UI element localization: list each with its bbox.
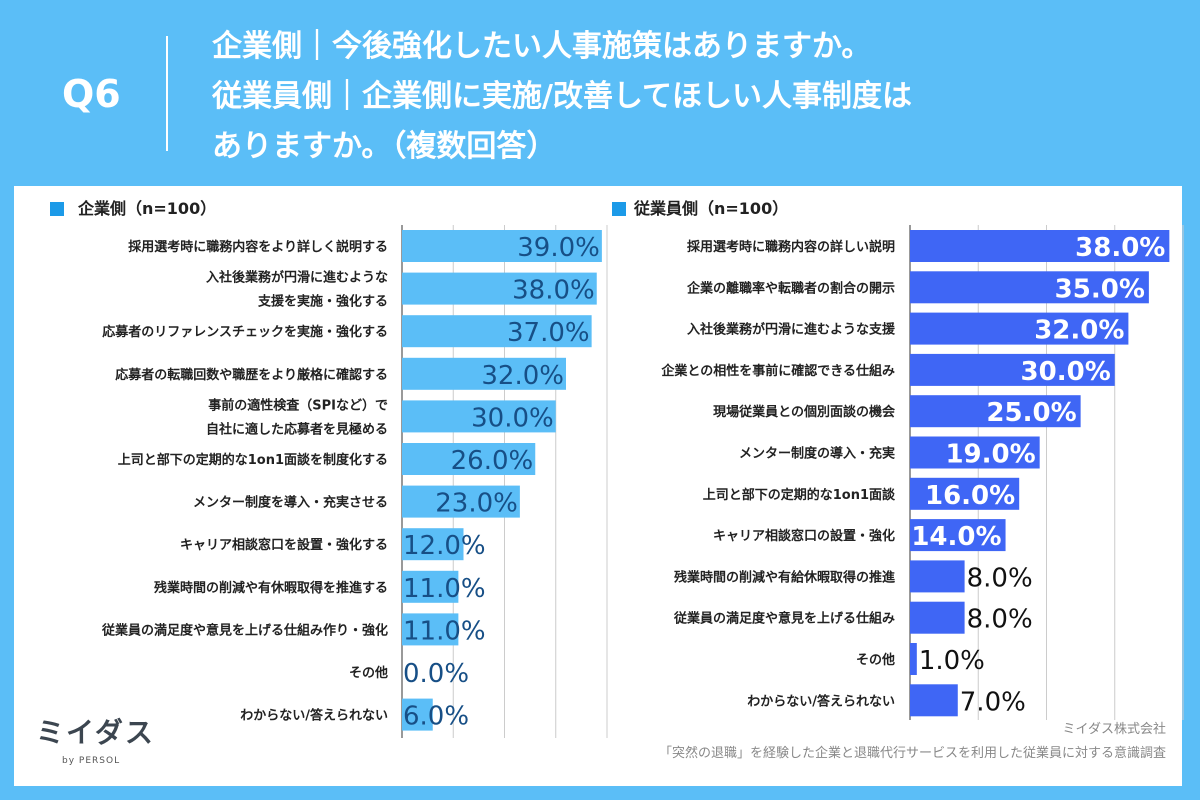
data-label: 1.0% [919,646,985,676]
bar [910,271,1149,304]
data-label: 14.0% [911,522,1001,552]
bar [402,613,459,646]
bar [402,272,597,305]
page-title: 企業側｜今後強化したい人事施策はありますか。 従業員側｜企業側に実施/改善してほ… [212,22,1152,172]
data-label: 39.0% [517,233,600,263]
title-line: 従業員側｜企業側に実施/改善してほしい人事制度は [212,79,913,114]
title-line: 企業側｜今後強化したい人事施策はありますか。 [212,29,872,64]
bar [910,230,1170,262]
bar [910,643,917,675]
legend-company: 企業側（n=100） [50,200,216,218]
category-label: その他 [856,652,895,668]
bar [402,528,464,561]
category-label: キャリア相談窓口を設置・強化する [180,537,388,553]
category-label: 従業員の満足度や意見を上げる仕組み [673,611,895,627]
category-label: 採用選考時に職務内容の詳しい説明 [687,239,895,255]
data-label: 19.0% [945,440,1035,470]
data-label: 26.0% [451,446,534,476]
logo-sub: by PERSOL [62,756,121,766]
legend-employee: 従業員側（n=100） [612,200,788,218]
category-label: 企業との相性を事前に確認できる仕組み [660,363,895,379]
category-label: メンター制度を導入・充実させる [193,495,388,511]
bar [402,485,520,518]
category-label: 企業の離職率や転職者の割合の開示 [686,280,895,296]
data-label: 16.0% [925,481,1015,511]
category-label: 自社に適した応募者を見極める [206,421,388,437]
bar [910,436,1040,469]
category-label: 支援を実施・強化する [257,294,388,310]
category-label: 残業時間の削減や有休暇取得を推進する [154,580,388,596]
bar [402,570,459,603]
data-label: 32.0% [1034,316,1124,346]
survey-title: 「突然の退職」を経験した企業と退職代行サービスを利用した従業員に対する意識調査 [658,746,1166,761]
bar [402,230,602,262]
bar [910,560,965,593]
category-label: 上司と部下の定期的な1on1面談 [703,487,896,503]
bar [910,477,1020,510]
category-label: キャリア相談窓口の設置・強化 [713,528,895,544]
data-label: 0.0% [403,659,469,689]
divider [166,36,168,151]
legend-label: 従業員側（n=100） [634,199,789,218]
category-label: 事前の適性検査（SPIなど）で [208,397,388,413]
bar [910,519,1006,552]
category-label: 入社後業務が円滑に進むような [206,270,388,286]
bar [910,312,1129,345]
data-label: 11.0% [403,574,486,604]
category-label: わからない/答えられない [747,693,895,709]
bar [910,395,1081,428]
legend-square [50,202,64,216]
data-label: 25.0% [986,398,1076,428]
category-label: その他 [349,665,388,681]
data-label: 6.0% [403,702,469,732]
bar [402,357,566,390]
data-label: 38.0% [512,276,595,306]
category-label: 入社後業務が円滑に進むような支援 [687,322,896,338]
data-label: 38.0% [1075,233,1165,263]
bar [402,400,556,433]
logo: ミイダス [36,716,155,749]
bar [402,698,433,731]
company-credit: ミイダス株式会社 [1062,722,1166,737]
category-label: 採用選考時に職務内容をより詳しく説明する [128,239,388,255]
data-label: 30.0% [471,403,554,433]
category-label: 残業時間の削減や有給休暇取得の推進 [674,569,895,585]
bar [910,601,965,634]
data-label: 37.0% [507,318,590,348]
question-number: Q6 [62,72,121,116]
category-label: 従業員の満足度や意見を上げる仕組み作り・強化 [101,622,388,638]
data-label: 23.0% [435,489,518,519]
data-label: 32.0% [481,361,564,391]
data-label: 8.0% [967,563,1033,593]
legend-label: 企業側（n=100） [78,199,217,218]
category-label: わからない/答えられない [240,708,388,724]
data-label: 30.0% [1021,357,1111,387]
category-label: 応募者の転職回数や職歴をより厳格に確認する [115,367,388,383]
bar [910,353,1115,386]
category-label: 上司と部下の定期的な1on1面談を制度化する [118,452,388,468]
bar [910,684,958,717]
category-label: メンター制度の導入・充実 [739,446,895,462]
data-label: 7.0% [960,687,1026,717]
legend-square [612,202,626,216]
data-label: 8.0% [967,605,1033,635]
category-label: 現場従業員との個別面談の機会 [713,404,896,420]
bar [402,443,536,475]
title-line: ありますか。（複数回答） [212,129,557,164]
category-label: 応募者のリファレンスチェックを実施・強化する [102,324,388,340]
data-label: 11.0% [403,616,486,646]
bar [402,315,592,348]
data-label: 35.0% [1055,274,1145,304]
data-label: 12.0% [403,531,486,561]
